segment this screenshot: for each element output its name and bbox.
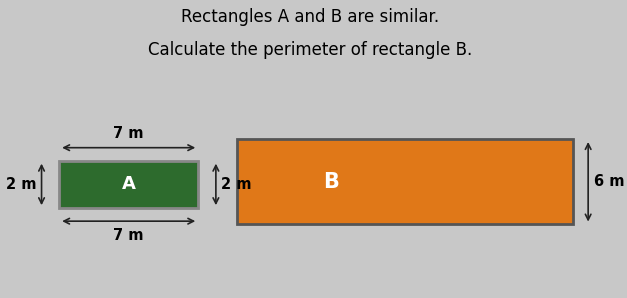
Text: 7 m: 7 m bbox=[113, 126, 144, 141]
Bar bbox=[236, 139, 573, 224]
Text: A: A bbox=[122, 176, 135, 193]
Bar bbox=[60, 161, 198, 208]
Text: 2 m: 2 m bbox=[221, 177, 251, 192]
Text: 6 m: 6 m bbox=[594, 174, 624, 189]
Text: Calculate the perimeter of rectangle B.: Calculate the perimeter of rectangle B. bbox=[149, 41, 473, 59]
Text: B: B bbox=[323, 172, 339, 192]
Text: Rectangles A and B are similar.: Rectangles A and B are similar. bbox=[181, 8, 440, 26]
Text: 2 m: 2 m bbox=[6, 177, 37, 192]
Text: 7 m: 7 m bbox=[113, 228, 144, 243]
